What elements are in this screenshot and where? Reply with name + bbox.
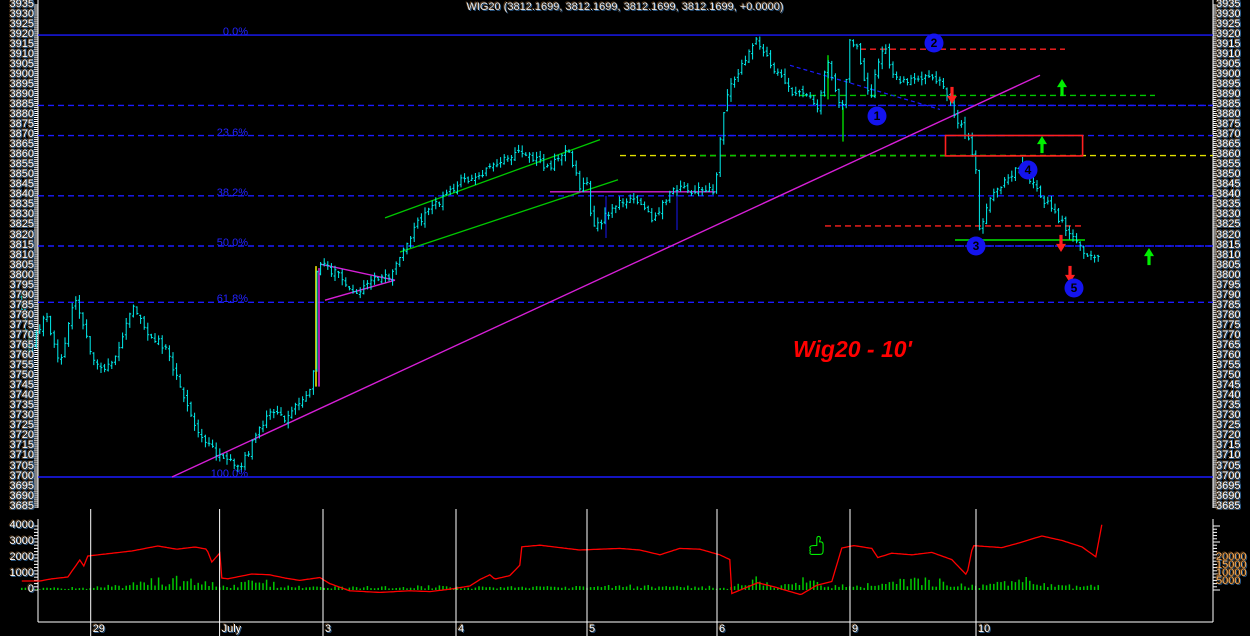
- svg-text:5: 5: [1071, 281, 1078, 295]
- svg-text:2: 2: [931, 36, 938, 50]
- svg-text:4: 4: [1025, 163, 1032, 177]
- svg-text:3: 3: [973, 239, 980, 253]
- svg-text:1: 1: [874, 109, 881, 123]
